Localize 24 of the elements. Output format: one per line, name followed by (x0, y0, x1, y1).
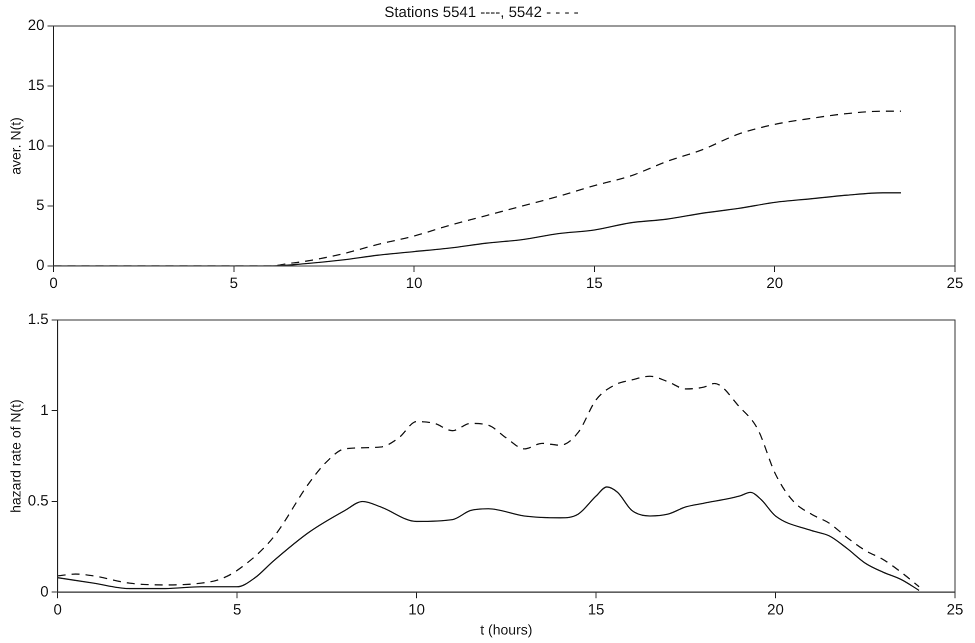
chart-title: Stations 5541 ----, 5542 - - - - (384, 4, 579, 22)
x-tick-label: 10 (406, 275, 422, 292)
y-tick-label: 1 (40, 402, 49, 419)
x-tick-label: 20 (767, 601, 784, 618)
y-tick-label: 10 (28, 137, 44, 154)
x-tick-label: 25 (946, 601, 964, 618)
x-tick-label: 5 (230, 275, 238, 292)
y-tick-label: 0.5 (28, 492, 49, 510)
x-tick-label: 15 (586, 275, 603, 292)
x-tick-label: 10 (408, 601, 425, 618)
x-tick-label: 15 (588, 601, 604, 618)
x-tick-label: 5 (232, 601, 242, 618)
y-tick-label: 5 (36, 197, 44, 214)
y-axis-title: aver. N(t) (7, 117, 24, 175)
x-tick-label: 20 (766, 275, 784, 292)
x-tick-label: 25 (946, 275, 964, 292)
y-tick-label: 0 (40, 583, 49, 600)
y-tick-label: 15 (28, 77, 44, 94)
y-tick-label: 20 (28, 17, 44, 34)
x-axis-title: t (hours) (480, 621, 532, 638)
x-tick-label: 0 (53, 601, 62, 618)
y-tick-label: 0 (36, 257, 44, 274)
y-axis-title: hazard rate of N(t) (7, 399, 24, 513)
y-tick-label: 1.5 (28, 311, 49, 328)
